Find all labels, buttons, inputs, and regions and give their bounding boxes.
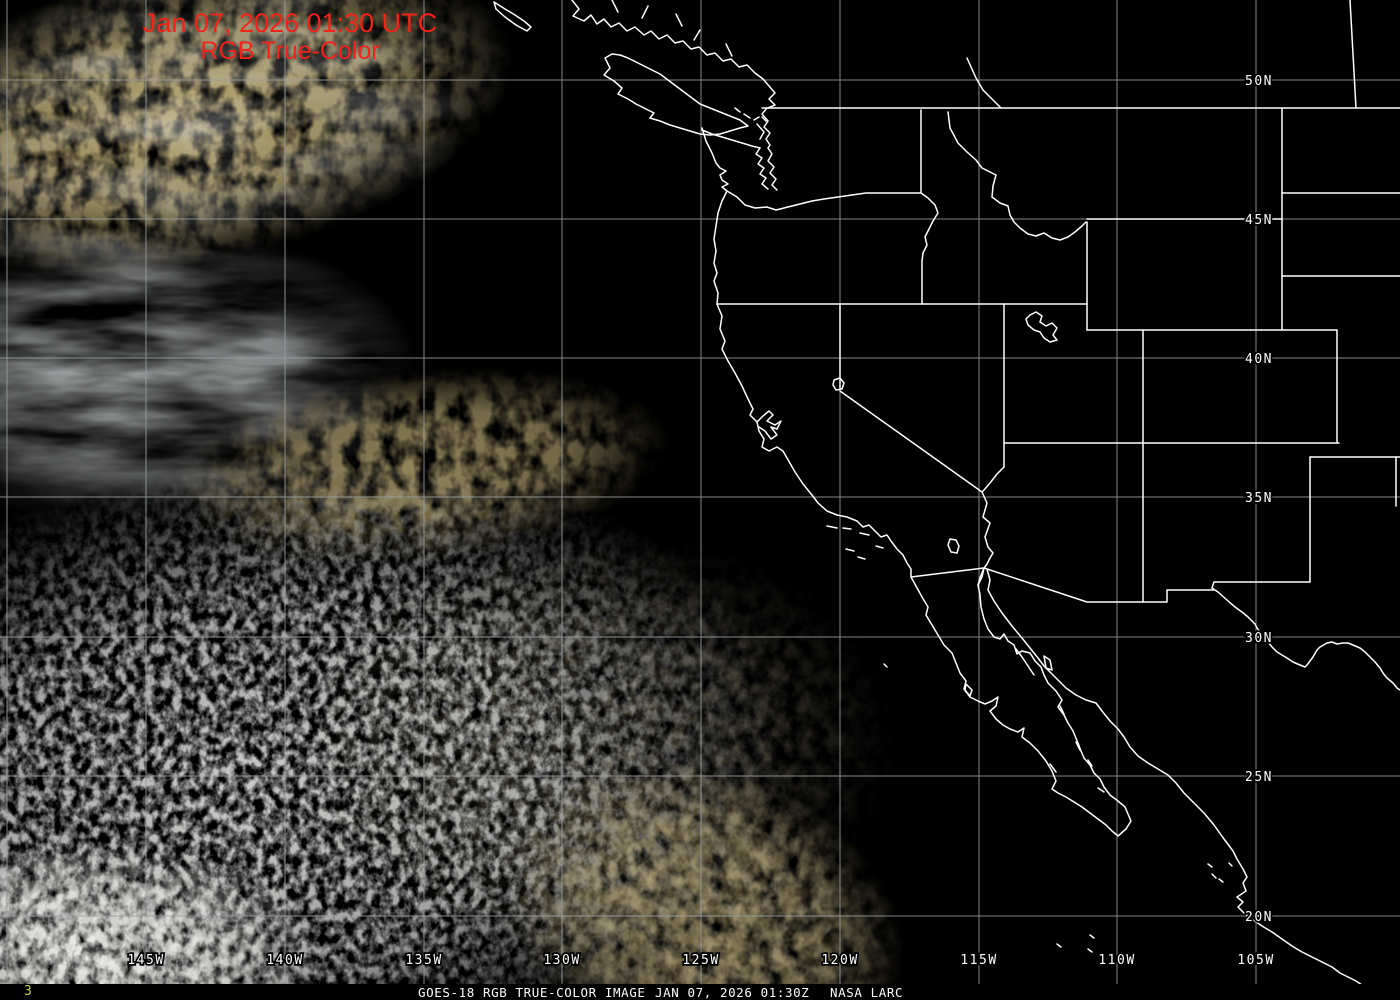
- vancouver-island: [603, 53, 749, 136]
- lon-label-140w: 140W: [266, 953, 303, 968]
- cedros-island: [964, 683, 973, 697]
- gulf-of-california-islands: [1015, 648, 1105, 793]
- lat-label-20n: 20N: [1245, 910, 1273, 925]
- rio-grande: [1211, 587, 1400, 691]
- lon-label-130w: 130W: [543, 953, 580, 968]
- az-ca-colorado-river: [977, 491, 994, 586]
- wa-or-border-columbia-river: [726, 190, 922, 211]
- bc-coastline: [571, 0, 776, 109]
- lat-label-45n: 45N: [1245, 213, 1273, 228]
- great-salt-lake: [1025, 311, 1058, 343]
- revillagigedo-islands: [1056, 934, 1095, 953]
- pacific-coastline: [701, 127, 1132, 837]
- lon-label-110w: 110W: [1098, 953, 1135, 968]
- caption-credit: NASA LARC: [830, 985, 904, 1000]
- puget-sound: [755, 147, 769, 190]
- sonora-sinaloa-coast: [986, 568, 1363, 986]
- caption-bar: [0, 984, 1400, 1000]
- guadalupe-island: [883, 663, 888, 668]
- kootenay-lake: [966, 57, 1002, 109]
- lon-label-145w: 145W: [127, 953, 164, 968]
- us-mexico-border: [910, 567, 1215, 603]
- bc-fjords: [611, 0, 733, 57]
- lon-label-135w: 135W: [405, 953, 442, 968]
- graticule-labels: 50N 45N 40N 35N 30N 25N 20N 145W 140W 13…: [126, 72, 1275, 970]
- strait-juan-de-fuca: [701, 129, 761, 149]
- product-name-text: RGB True-Color: [200, 37, 380, 65]
- timestamp-overlay: Jan 07, 2026 01:30 UTC RGB True-Color: [120, 10, 460, 64]
- wa-north-coast: [761, 107, 771, 149]
- lon-label-120w: 120W: [821, 953, 858, 968]
- lat-label-30n: 30N: [1245, 631, 1273, 646]
- gulf-islands: [734, 107, 767, 122]
- ca-nv-diagonal-border: [839, 390, 983, 493]
- lat-label-50n: 50N: [1245, 74, 1273, 89]
- lon-label-105w: 105W: [1237, 953, 1274, 968]
- coastline-border-layer: [493, 0, 1400, 986]
- caption-datetime: JAN 07, 2026 01:30Z: [655, 985, 810, 1000]
- lake-tahoe: [832, 377, 845, 391]
- nm-tx-border: [1211, 456, 1311, 589]
- timestamp-text: Jan 07, 2026 01:30 UTC: [142, 8, 438, 38]
- islas-marias: [1207, 862, 1233, 883]
- or-id-border-snake-river: [920, 192, 939, 305]
- lat-label-35n: 35N: [1245, 491, 1273, 506]
- cloud-layer: [0, 0, 930, 985]
- ok-panhandle-border: [1309, 456, 1400, 507]
- san-francisco-bay: [756, 410, 782, 440]
- lat-label-25n: 25N: [1245, 770, 1273, 785]
- lon-label-115w: 115W: [960, 953, 997, 968]
- caption-product: GOES-18 RGB TRUE-COLOR IMAGE: [418, 985, 646, 1000]
- canada-province-border: [1349, 0, 1357, 109]
- lat-label-40n: 40N: [1245, 352, 1273, 367]
- bc-islands: [493, 1, 532, 32]
- channel-islands: [826, 525, 884, 560]
- id-mt-border: [947, 111, 1087, 241]
- nv-az-border: [981, 442, 1005, 493]
- salton-sea: [947, 538, 960, 554]
- frame-number: 3: [24, 984, 32, 999]
- puget-sound-east: [767, 147, 778, 191]
- lon-label-125w: 125W: [682, 953, 719, 968]
- whidbey-island: [756, 123, 765, 140]
